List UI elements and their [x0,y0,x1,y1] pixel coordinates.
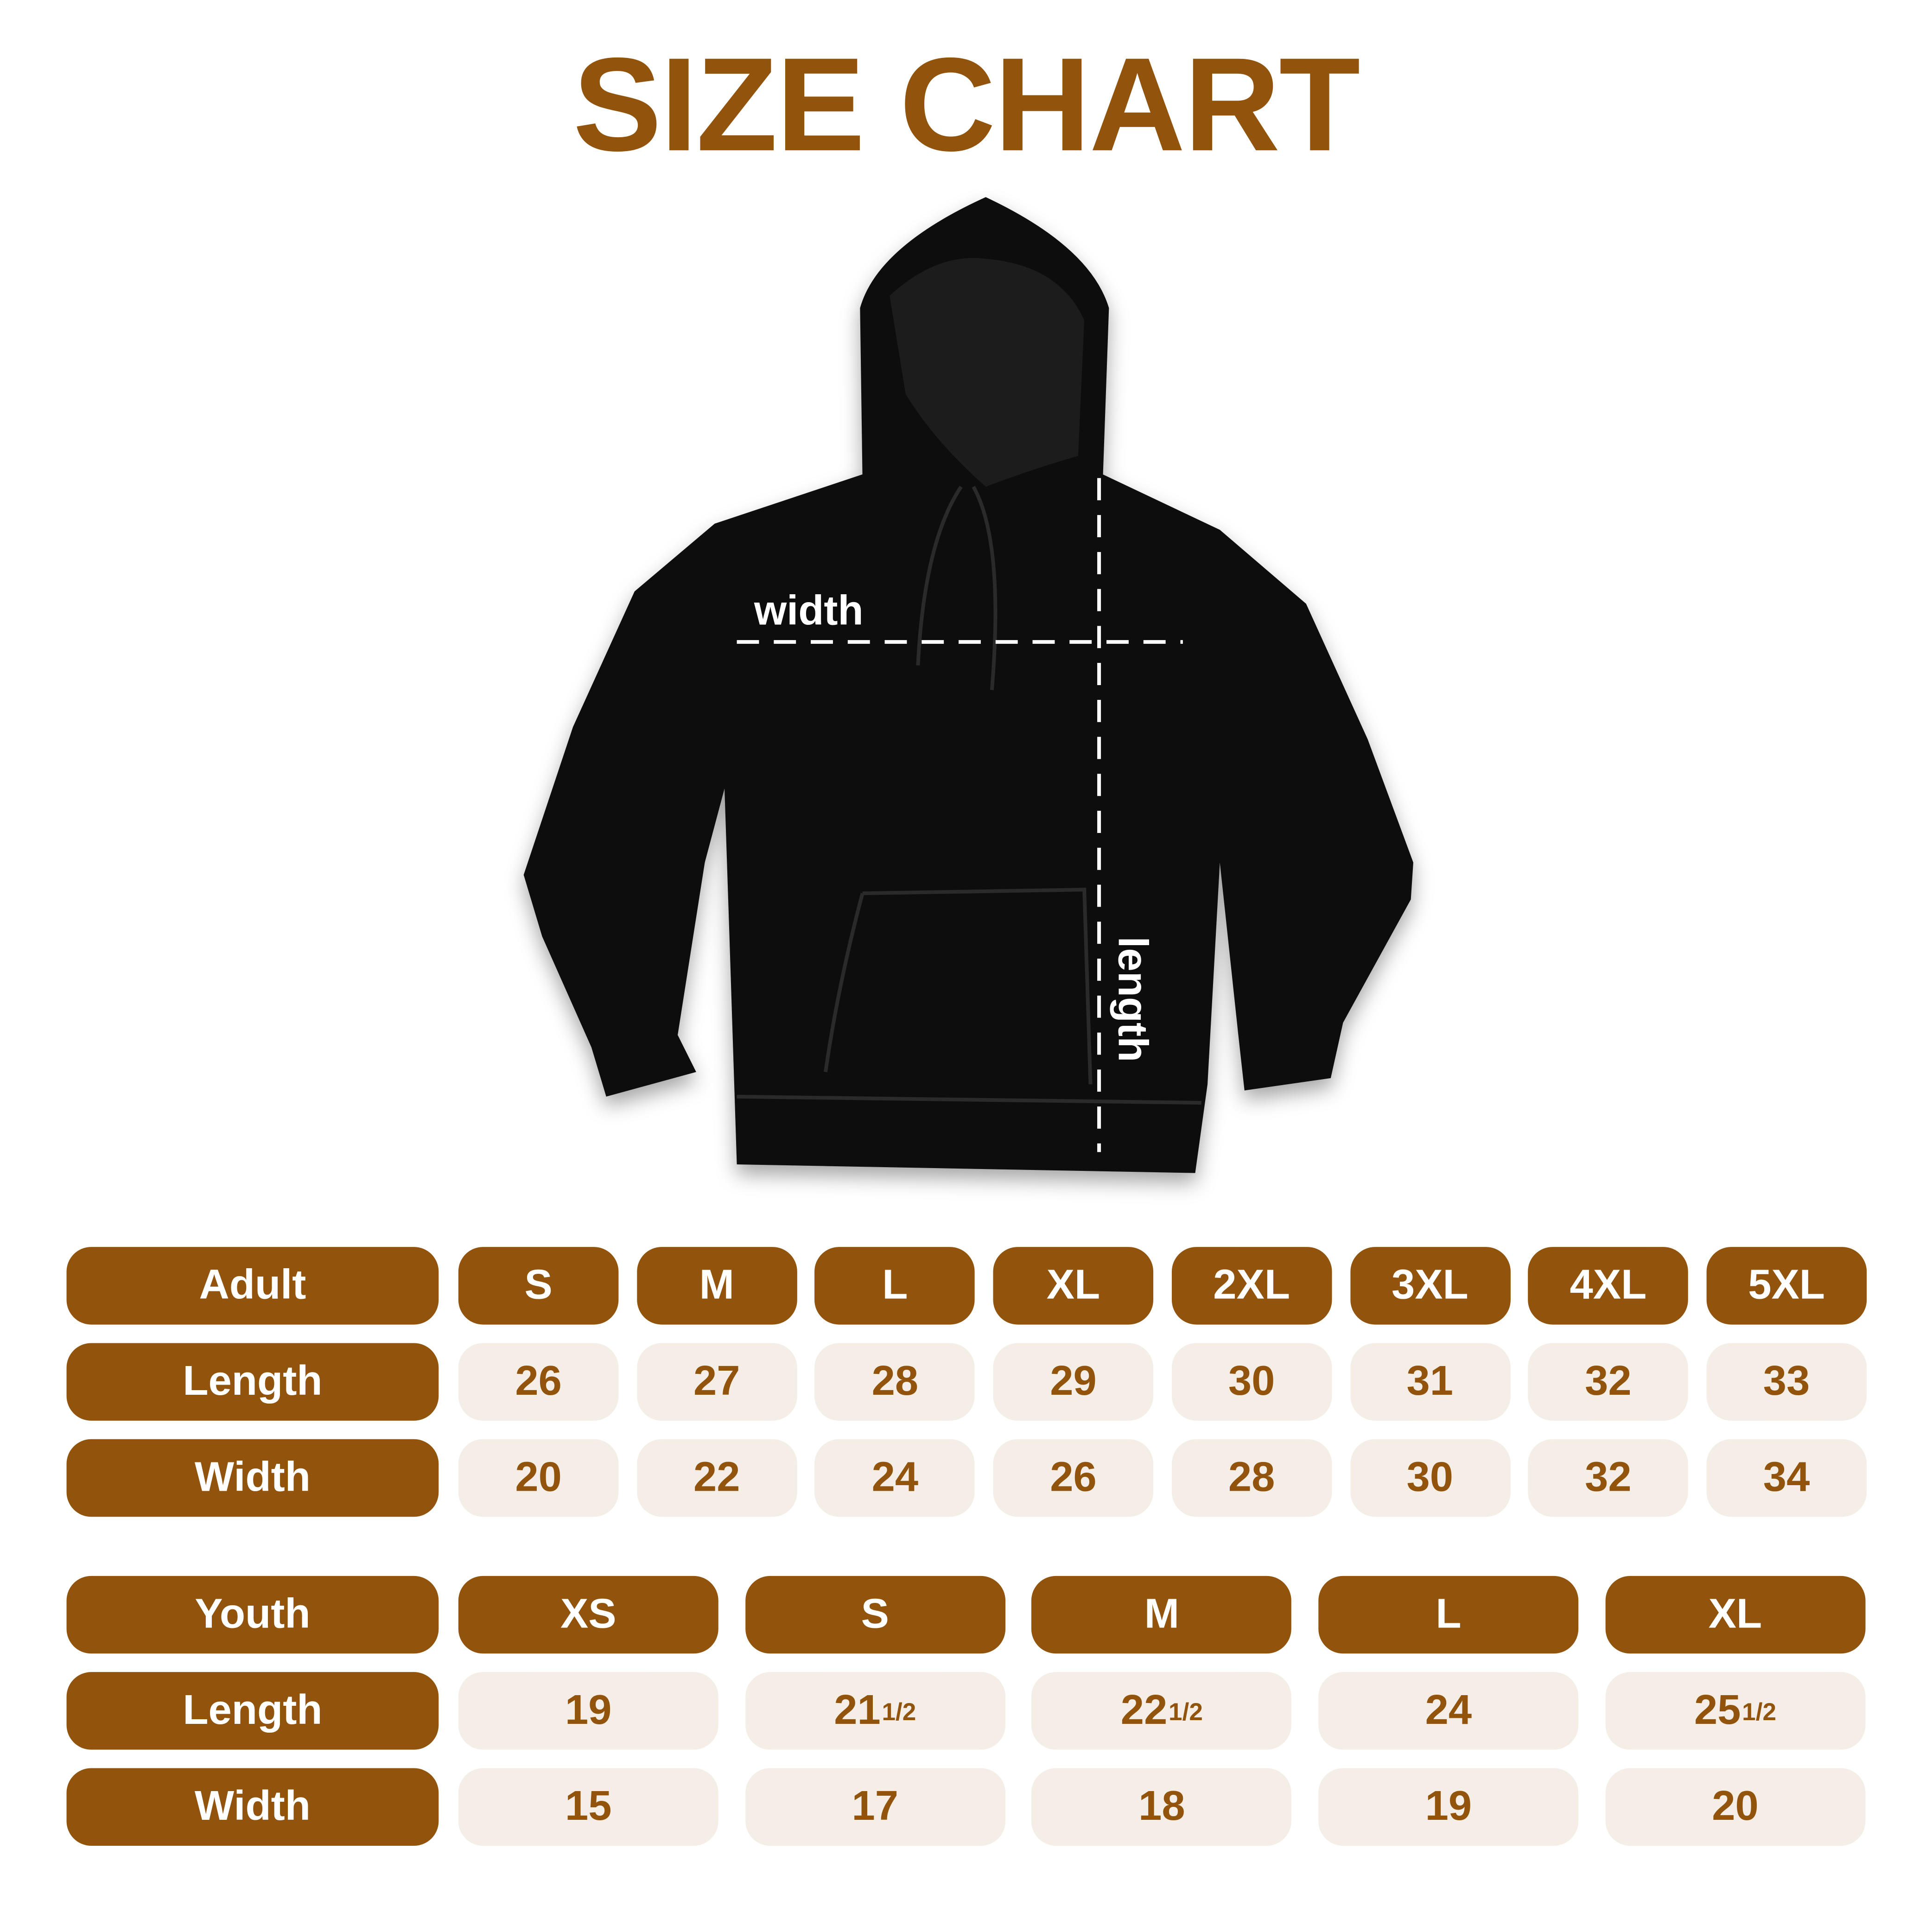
table-cell: 19 [1318,1768,1579,1846]
row-label-width: Width [66,1439,439,1517]
size-header-xs: XS [458,1576,718,1654]
row-label-width: Width [66,1768,439,1846]
page-title: SIZE CHART [573,29,1360,179]
cell-value: 22 [693,1454,740,1501]
table-cell: 33 [1706,1343,1867,1421]
size-header-xl: XL [1605,1576,1865,1654]
cell-value: 34 [1763,1454,1810,1501]
table-cell: 18 [1031,1768,1292,1846]
size-header-l: L [815,1247,975,1325]
cell-value: 22 [1120,1687,1168,1734]
hoodie-shape [523,197,1413,1173]
cell-fraction: 1/2 [1169,1699,1203,1727]
table-cell: 22 [636,1439,797,1517]
table-cell: 15 [458,1768,718,1846]
cell-value: 20 [1712,1783,1759,1830]
cell-value: 28 [1228,1454,1275,1501]
table-cell: 30 [1171,1343,1332,1421]
cell-value: 29 [1050,1358,1097,1405]
adult-header: Adult [66,1247,439,1325]
size-header-5xl: 5XL [1706,1247,1867,1325]
size-header-xl: XL [993,1247,1154,1325]
cell-value: 20 [515,1454,562,1501]
cell-value: 31 [1406,1358,1454,1405]
size-header-s: S [745,1576,1005,1654]
table-cell: 26 [458,1343,619,1421]
table-cell: 25 1/2 [1605,1672,1865,1750]
size-header-m: M [1031,1576,1292,1654]
row-label-length: Length [66,1672,439,1750]
table-cell: 17 [745,1768,1005,1846]
table-cell: 28 [1171,1439,1332,1517]
hoodie-image [523,197,1413,1173]
cell-value: 15 [565,1783,612,1830]
cell-value: 21 [834,1687,881,1734]
table-cell: 19 [458,1672,718,1750]
length-label: length [1109,936,1156,1062]
table-cell: 24 [1318,1672,1579,1750]
size-header-s: S [458,1247,619,1325]
cell-value: 27 [693,1358,740,1405]
table-cell: 26 [993,1439,1154,1517]
cell-fraction: 1/2 [882,1699,916,1727]
table-cell: 34 [1706,1439,1867,1517]
cell-value: 30 [1228,1358,1275,1405]
table-cell: 20 [458,1439,619,1517]
size-header-l: L [1318,1576,1579,1654]
cell-value: 26 [1050,1454,1097,1501]
table-cell: 22 1/2 [1031,1672,1292,1750]
size-header-2xl: 2XL [1171,1247,1332,1325]
width-label: width [754,587,864,635]
cell-value: 24 [871,1454,919,1501]
hoodie-details [737,485,1201,1105]
cell-value: 17 [852,1783,899,1830]
table-cell: 24 [815,1439,975,1517]
table-cell: 21 1/2 [745,1672,1005,1750]
row-label-length: Length [66,1343,439,1421]
cell-value: 18 [1138,1783,1185,1830]
table-cell: 31 [1350,1343,1510,1421]
cell-value: 33 [1763,1358,1810,1405]
table-cell: 32 [1528,1343,1689,1421]
cell-value: 26 [515,1358,562,1405]
cell-fraction: 1/2 [1742,1699,1777,1727]
size-header-3xl: 3XL [1350,1247,1510,1325]
cell-value: 19 [1425,1783,1472,1830]
cell-value: 19 [565,1687,612,1734]
cell-value: 25 [1694,1687,1741,1734]
cell-value: 24 [1425,1687,1472,1734]
cell-value: 32 [1585,1358,1632,1405]
table-cell: 29 [993,1343,1154,1421]
table-cell: 28 [815,1343,975,1421]
table-cell: 30 [1350,1439,1510,1517]
youth-header: Youth [66,1576,439,1654]
cell-value: 32 [1585,1454,1632,1501]
size-header-4xl: 4XL [1528,1247,1689,1325]
table-cell: 20 [1605,1768,1865,1846]
table-cell: 27 [636,1343,797,1421]
cell-value: 30 [1406,1454,1454,1501]
cell-value: 28 [871,1358,919,1405]
table-cell: 32 [1528,1439,1689,1517]
size-header-m: M [636,1247,797,1325]
